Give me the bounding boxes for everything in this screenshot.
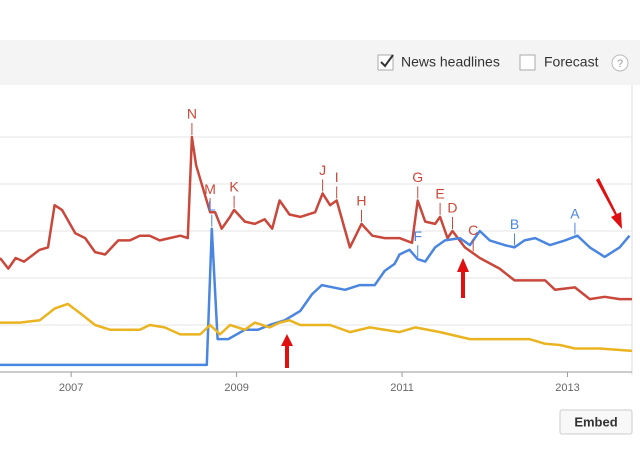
- annotation-label: J: [319, 162, 326, 178]
- annotation-label: A: [570, 205, 580, 221]
- forecast-label[interactable]: Forecast: [544, 54, 599, 70]
- help-text[interactable]: ?: [617, 58, 623, 70]
- annotation-label: H: [356, 193, 366, 209]
- red-arrow: [281, 334, 293, 368]
- series-line: [0, 302, 633, 353]
- annotation-label: F: [413, 228, 422, 244]
- plot: 2007 2009 2011 2013 N MLK J I H G F EDC B A: [0, 106, 633, 394]
- annotation-label: E: [435, 186, 444, 202]
- annotation-label: G: [412, 169, 423, 185]
- forecast-checkbox[interactable]: [519, 54, 536, 71]
- annotation-label: D: [447, 200, 457, 216]
- annotation-label: N: [187, 106, 197, 122]
- x-tick-label: 2007: [59, 382, 83, 394]
- annotation-label: I: [335, 169, 339, 185]
- news-label[interactable]: News headlines: [401, 54, 500, 70]
- red-arrow: [457, 258, 469, 298]
- annotation-label: C: [468, 222, 478, 238]
- x-tick-label: 2011: [390, 382, 414, 394]
- embed-label[interactable]: Embed: [574, 414, 617, 429]
- arrows: [281, 178, 622, 368]
- red-arrow: [596, 178, 622, 229]
- embed-button[interactable]: [559, 409, 633, 435]
- annotation-label: L: [208, 197, 216, 213]
- annotation-label: M: [204, 181, 216, 197]
- help-icon[interactable]: [611, 54, 629, 72]
- series-line: [0, 135, 632, 301]
- x-tick-label: 2013: [555, 382, 579, 394]
- annotation-label: K: [229, 179, 239, 195]
- series-line: [0, 227, 631, 367]
- checkmark: [380, 54, 394, 68]
- annotation-label: B: [510, 216, 519, 232]
- x-tick-label: 2009: [224, 382, 248, 394]
